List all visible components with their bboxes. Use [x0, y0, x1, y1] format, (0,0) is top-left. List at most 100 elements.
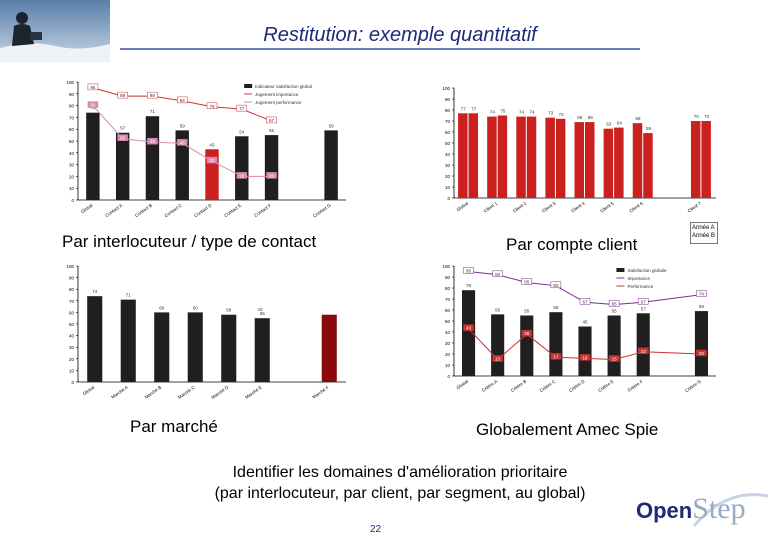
y-tick-label: 30	[445, 341, 451, 346]
y-tick-label: 40	[445, 152, 451, 157]
bar-label: 78	[466, 283, 472, 288]
x-tick-label: Marché F	[311, 385, 330, 400]
bar-label: 59	[699, 304, 705, 309]
y-tick-label: 50	[69, 139, 75, 144]
bar-label: 74	[490, 110, 496, 115]
y-tick-label: 0	[71, 380, 74, 385]
bar-label: 74	[519, 110, 525, 115]
y-tick-label: 100	[442, 86, 450, 91]
y-tick-label: 50	[445, 141, 451, 146]
bar	[154, 312, 170, 382]
line-label: 88	[150, 93, 156, 98]
legend-label: Performance	[627, 284, 653, 289]
caption-client: Par compte client	[506, 235, 638, 254]
y-tick-label: 60	[445, 130, 451, 135]
bar-label: 56	[495, 307, 501, 312]
bar	[607, 315, 621, 376]
legend-swatch	[244, 84, 253, 88]
line-label-box	[117, 91, 128, 99]
y-tick-label: 10	[445, 363, 451, 368]
chart-marche: 0 10 20 30 40 50 60 70 80 90 100 Global Marché A Marc…	[66, 264, 346, 400]
line-label: 33	[209, 158, 215, 163]
logo-swoosh-icon	[692, 493, 769, 527]
line-label: 92	[495, 272, 501, 277]
bar	[694, 311, 708, 376]
y-tick-label: 40	[69, 151, 75, 156]
bar-label: 59	[180, 123, 186, 128]
x-tick-label: Marché A	[110, 385, 128, 400]
y-tick-label: 10	[69, 368, 75, 373]
line-label-box	[147, 137, 158, 145]
line-label: 77	[239, 106, 245, 111]
y-tick-label: 100	[442, 264, 450, 269]
line-label-box	[696, 349, 707, 357]
y-tick-label: 40	[445, 330, 451, 335]
bar	[632, 123, 643, 198]
bar	[545, 117, 555, 198]
line-label: 48	[180, 140, 186, 145]
y-tick-label: 30	[69, 163, 75, 168]
x-tick-label: Contact G	[312, 202, 332, 218]
line-label-box	[579, 354, 591, 361]
bar-label: 77	[461, 106, 467, 111]
y-tick-label: 40	[69, 334, 75, 339]
x-tick-label: Global	[82, 385, 96, 397]
bar	[585, 122, 595, 198]
footer-line-2: (par interlocuteur, par client, par segm…	[214, 485, 586, 502]
title-underline	[120, 48, 640, 50]
x-tick-label: Critère B	[510, 379, 527, 393]
x-tick-label: Contact E	[223, 203, 242, 218]
x-tick-label: Contact C	[164, 202, 184, 218]
line-label: 20	[239, 173, 245, 178]
y-tick-label: 20	[69, 357, 75, 362]
bar	[614, 127, 624, 198]
y-tick-label: 20	[445, 174, 451, 179]
bar-label: 75	[500, 109, 506, 114]
bar-label: 72	[559, 112, 565, 117]
bar-label: 73	[548, 111, 554, 116]
y-tick-label: 20	[69, 174, 75, 179]
line-label-box	[463, 267, 474, 274]
line-label: 20	[699, 351, 705, 356]
bar-label: 60	[193, 305, 199, 310]
bar	[574, 122, 584, 198]
line-label: 95	[90, 85, 96, 90]
bar-label: 71	[126, 293, 132, 298]
bar-label: 55	[269, 128, 275, 133]
y-tick-label: 0	[71, 198, 74, 203]
bar-label: 60	[159, 305, 165, 310]
line-label: 84	[180, 98, 186, 103]
bar	[491, 314, 505, 376]
x-tick-label: Critère F	[627, 379, 644, 393]
line-label-box	[147, 91, 158, 99]
x-tick-label: Critère A	[481, 379, 498, 393]
line-label: 15	[495, 357, 501, 362]
line-label: 85	[524, 280, 530, 285]
line-label: 88	[120, 93, 126, 98]
line-label: 15	[612, 357, 618, 362]
bar	[221, 314, 237, 382]
client-legend-box: Année A Année B	[690, 222, 718, 244]
x-tick-label: Critère G	[684, 378, 702, 393]
line-label: 95	[466, 269, 472, 274]
line-label: 52	[120, 136, 126, 141]
line-label: 80	[90, 103, 96, 108]
footer-text: Identifier les domaines d'amélioration p…	[120, 462, 680, 504]
bar	[578, 326, 592, 376]
line-label-box	[236, 104, 248, 112]
bar	[603, 128, 614, 198]
line-label-box	[266, 172, 277, 179]
line-label: 67	[641, 299, 647, 304]
bar	[87, 296, 103, 382]
bar-label: 74	[92, 289, 98, 294]
y-tick-label: 0	[447, 374, 450, 379]
x-tick-label: Critère E	[597, 379, 614, 393]
y-tick-label: 60	[445, 308, 451, 313]
y-tick-label: 60	[69, 310, 75, 315]
caption-global: Globalement Amec Spie	[476, 420, 659, 439]
header-photo	[0, 0, 110, 62]
y-tick-label: 70	[69, 115, 75, 120]
x-tick-label: Contact F	[253, 203, 272, 218]
x-tick-label: Contact B	[134, 203, 153, 218]
bar	[497, 115, 508, 198]
